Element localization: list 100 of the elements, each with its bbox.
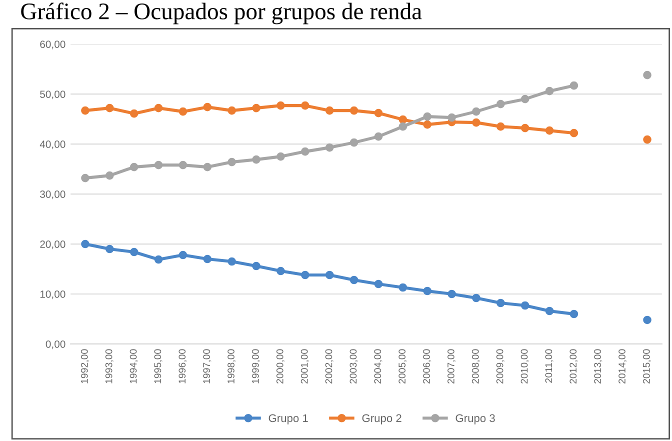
x-tick-label: 2006,00	[423, 349, 432, 384]
point	[178, 107, 188, 116]
y-tick-label: 40,00	[40, 140, 66, 150]
x-tick-label: 2008,00	[472, 349, 480, 384]
point	[423, 120, 432, 129]
y-tick-label: 60,00	[40, 40, 66, 50]
x-tick-label: 1993,00	[105, 349, 114, 384]
point	[350, 276, 358, 284]
point	[325, 270, 334, 280]
point	[228, 257, 236, 266]
x-tick-label: 2003,00	[350, 349, 358, 384]
point	[325, 143, 334, 152]
point	[105, 171, 114, 180]
chart-title: Gráfico 2 – Ocupados por grupos de renda	[21, 2, 422, 24]
x-tick-label: 2011,00	[545, 349, 554, 383]
y-tick-label: 50,00	[40, 90, 66, 100]
point	[252, 155, 260, 164]
point	[350, 106, 358, 115]
point	[252, 262, 260, 270]
legend-label: Grupo 1	[268, 414, 308, 424]
point	[398, 283, 408, 292]
x-tick-label: 2015,00	[642, 349, 652, 384]
point	[276, 101, 285, 110]
point	[643, 70, 652, 80]
point	[545, 126, 554, 135]
point	[276, 266, 285, 276]
x-tick-label: 1994,00	[130, 349, 138, 384]
point	[448, 113, 456, 122]
x-tick-label: 1998,00	[228, 349, 236, 384]
x-tick-label: 2007,00	[447, 349, 456, 384]
legend-label: Grupo 3	[456, 414, 495, 424]
point	[448, 290, 456, 298]
point	[105, 104, 114, 112]
point	[154, 255, 163, 264]
point	[423, 112, 432, 121]
point	[276, 152, 285, 161]
x-tick-label: 2014,00	[618, 349, 627, 384]
x-tick-label: 2000,00	[276, 349, 284, 384]
point	[228, 158, 236, 166]
point	[228, 106, 236, 115]
point	[325, 106, 334, 115]
point	[130, 248, 138, 256]
x-tick-label: 2004,00	[374, 349, 382, 384]
x-tick-label: 1995,00	[154, 349, 162, 384]
point	[130, 109, 138, 118]
x-tick-label: 1992,00	[80, 349, 89, 384]
x-tick-label: 1996,00	[178, 349, 187, 384]
point	[570, 310, 578, 318]
y-tick-label: 30,00	[40, 190, 66, 200]
x-tick-label: 2013,00	[594, 349, 602, 384]
point	[423, 286, 432, 296]
point	[398, 115, 408, 124]
point	[545, 306, 554, 316]
point	[472, 118, 480, 127]
point	[570, 128, 578, 138]
x-tick-label: 2012,00	[570, 349, 578, 384]
x-tick-label: 2005,00	[398, 349, 407, 384]
point	[300, 101, 310, 110]
y-tick-label: 20,00	[40, 240, 66, 250]
point	[81, 106, 90, 115]
x-tick-label: 2002,00	[325, 349, 334, 384]
point	[203, 162, 212, 172]
point	[496, 100, 505, 108]
point	[81, 174, 90, 182]
point	[252, 104, 260, 112]
point	[374, 280, 383, 288]
point	[154, 160, 163, 170]
x-tick-label: 2009,00	[496, 349, 504, 384]
point	[520, 94, 530, 104]
point	[520, 124, 530, 132]
legend-label: Grupo 2	[362, 414, 402, 424]
x-tick-label: 1997,00	[203, 349, 212, 384]
point	[496, 298, 505, 308]
point	[178, 160, 188, 170]
point	[643, 135, 652, 144]
point	[81, 240, 90, 248]
x-tick-label: 2010,00	[520, 349, 529, 384]
point	[130, 162, 138, 172]
point	[472, 294, 480, 302]
point	[472, 107, 480, 116]
point	[398, 122, 408, 131]
point	[203, 254, 212, 264]
y-tick-label: 10,00	[40, 290, 66, 300]
point	[545, 86, 554, 96]
x-tick-label: 1999,00	[252, 349, 260, 384]
point	[570, 81, 578, 90]
point	[496, 122, 505, 131]
y-tick-label: 0,00	[46, 340, 66, 350]
point	[105, 244, 114, 254]
x-tick-label: 2001,00	[300, 349, 309, 384]
point	[520, 301, 530, 310]
point	[350, 138, 358, 147]
point	[300, 147, 310, 156]
point	[178, 250, 188, 260]
point	[300, 270, 310, 280]
point	[154, 104, 163, 112]
point	[643, 316, 652, 324]
point	[203, 102, 212, 112]
point	[374, 108, 383, 118]
point	[374, 132, 383, 141]
